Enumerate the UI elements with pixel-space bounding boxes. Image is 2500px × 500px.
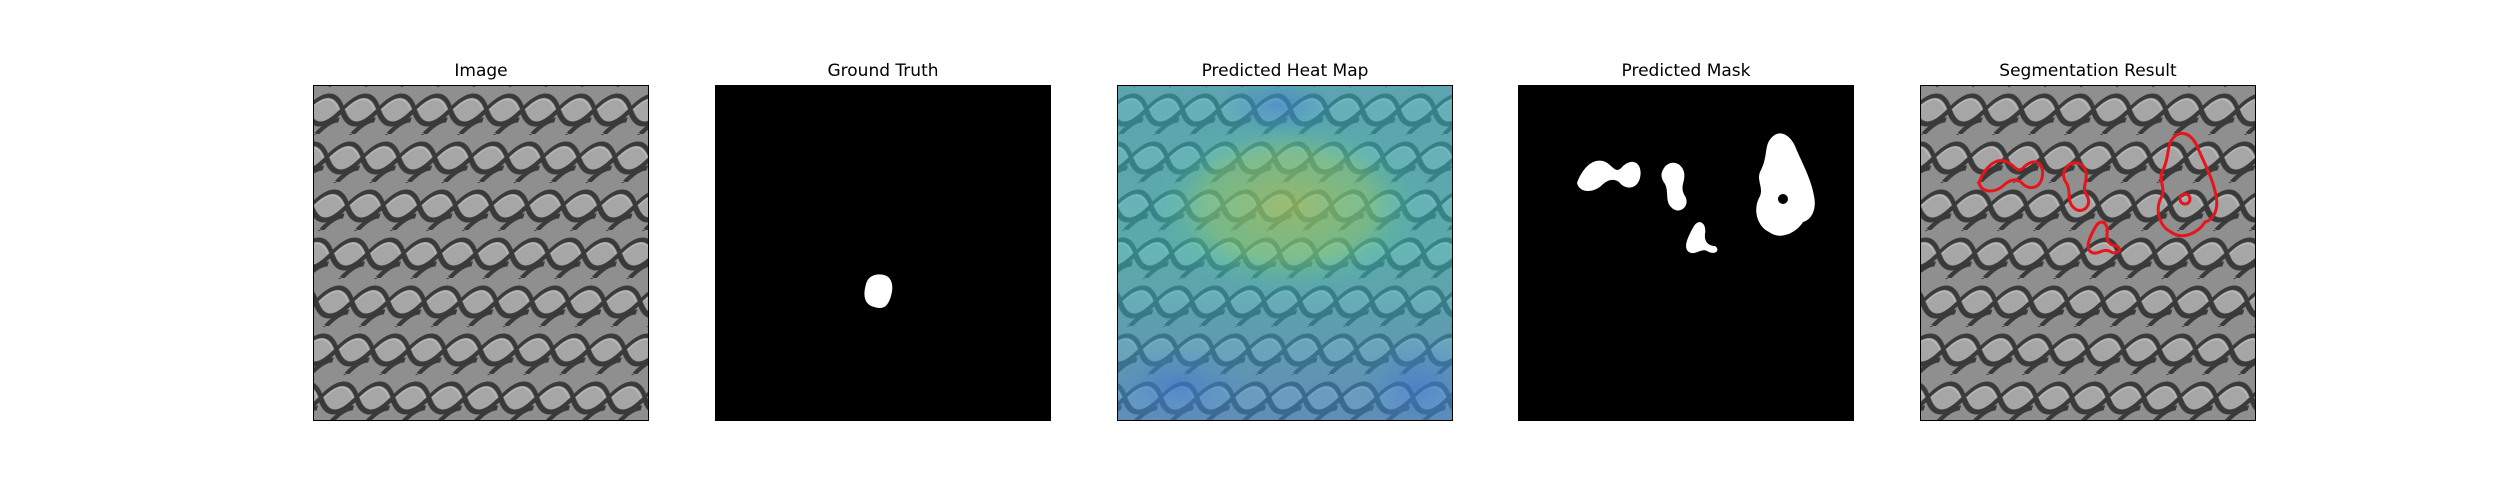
ground-truth-defect-blob: [864, 274, 893, 308]
image-frame: [313, 85, 649, 421]
mask-blob-2: [1661, 162, 1687, 211]
contour-2: [2062, 161, 2090, 212]
ground-truth-frame: [715, 85, 1051, 421]
predicted-mask-frame: [1518, 85, 1854, 421]
panel-title-heat-map: Predicted Heat Map: [1201, 61, 1369, 81]
mask-blob-3: [1686, 222, 1718, 254]
segmentation-result-frame: [1920, 85, 2256, 421]
contour-4: [2156, 131, 2219, 238]
panel-title-ground-truth: Ground Truth: [827, 61, 939, 81]
mask-blob-1: [1577, 160, 1641, 192]
contour-1: [1977, 159, 2045, 193]
panel-title-image: Image: [454, 61, 508, 81]
heat-map-frame: [1117, 85, 1453, 421]
contour-hole: [2178, 192, 2192, 206]
panel-title-predicted-mask: Predicted Mask: [1621, 61, 1751, 81]
contour-3: [2086, 220, 2121, 255]
mask-blob-4: [1756, 133, 1815, 236]
panel-title-segmentation-result: Segmentation Result: [1999, 61, 2177, 81]
